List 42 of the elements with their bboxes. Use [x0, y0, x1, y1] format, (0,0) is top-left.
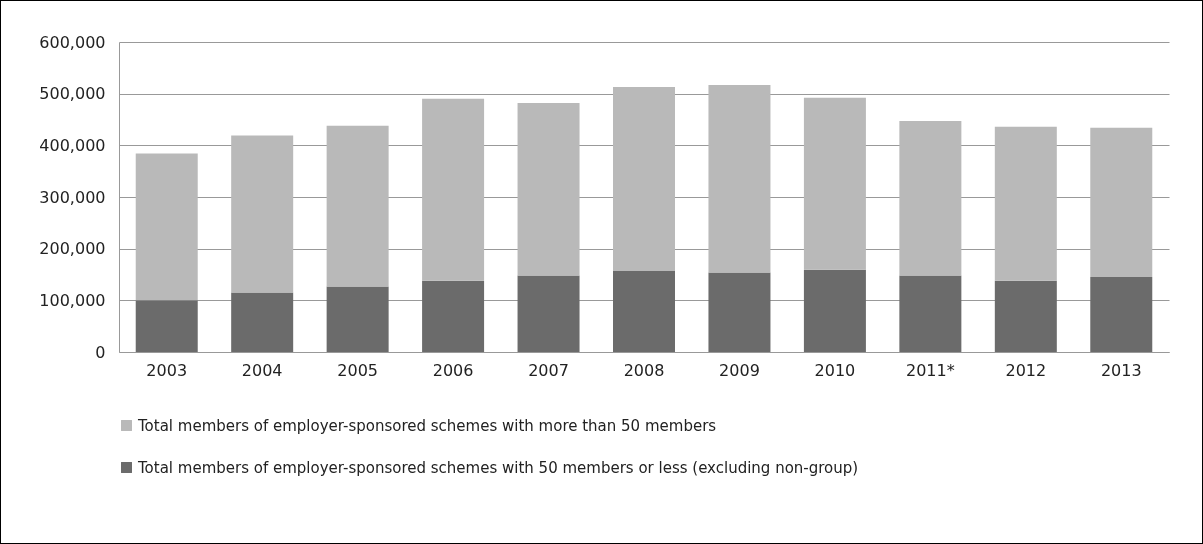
- y-tick-label: 600,000: [39, 32, 106, 52]
- legend-label: Total members of employer-sponsored schemes with 50 members or less (excluding non-group): [137, 458, 859, 477]
- bar: [231, 135, 294, 293]
- bar: [803, 97, 866, 270]
- y-tick-label: 400,000: [39, 135, 106, 155]
- bar: [803, 269, 866, 352]
- bar: [1090, 127, 1153, 278]
- x-tick-label: 2011*: [906, 360, 955, 380]
- bar: [231, 292, 294, 352]
- bar: [422, 280, 485, 352]
- y-tick-label: 300,000: [39, 187, 106, 207]
- bar: [613, 86, 675, 271]
- y-tick-label: 0: [95, 342, 106, 362]
- x-tick-label: 2008: [623, 360, 665, 380]
- x-tick-label: 2010: [814, 360, 856, 380]
- x-tick-label: 2012: [1005, 360, 1047, 380]
- bar: [899, 121, 962, 276]
- bar: [899, 275, 962, 352]
- x-tick-label: 2004: [241, 360, 283, 380]
- x-tick-label: 2009: [719, 360, 760, 380]
- bar: [1090, 277, 1153, 352]
- y-tick-label: 100,000: [39, 290, 106, 310]
- bar: [708, 272, 771, 352]
- bar: [422, 98, 485, 281]
- x-tick-label: 2007: [528, 360, 569, 380]
- bar: [135, 153, 198, 301]
- x-tick-label: 2003: [146, 360, 188, 380]
- x-tick-label: 2006: [432, 360, 474, 380]
- bar: [326, 286, 389, 352]
- y-tick-label: 500,000: [39, 84, 106, 104]
- bar: [517, 102, 580, 276]
- bar: [326, 125, 389, 287]
- x-tick-label: 2013: [1100, 360, 1142, 380]
- bar: [517, 275, 580, 352]
- legend-label: Total members of employer-sponsored schemes with more than 50 members: [137, 416, 717, 435]
- bar: [613, 270, 675, 352]
- bar: [994, 280, 1057, 352]
- x-tick-label: 2005: [337, 360, 378, 380]
- bar: [708, 84, 771, 273]
- bar: [135, 300, 198, 352]
- y-tick-label: 200,000: [39, 239, 106, 259]
- bar: [994, 126, 1057, 281]
